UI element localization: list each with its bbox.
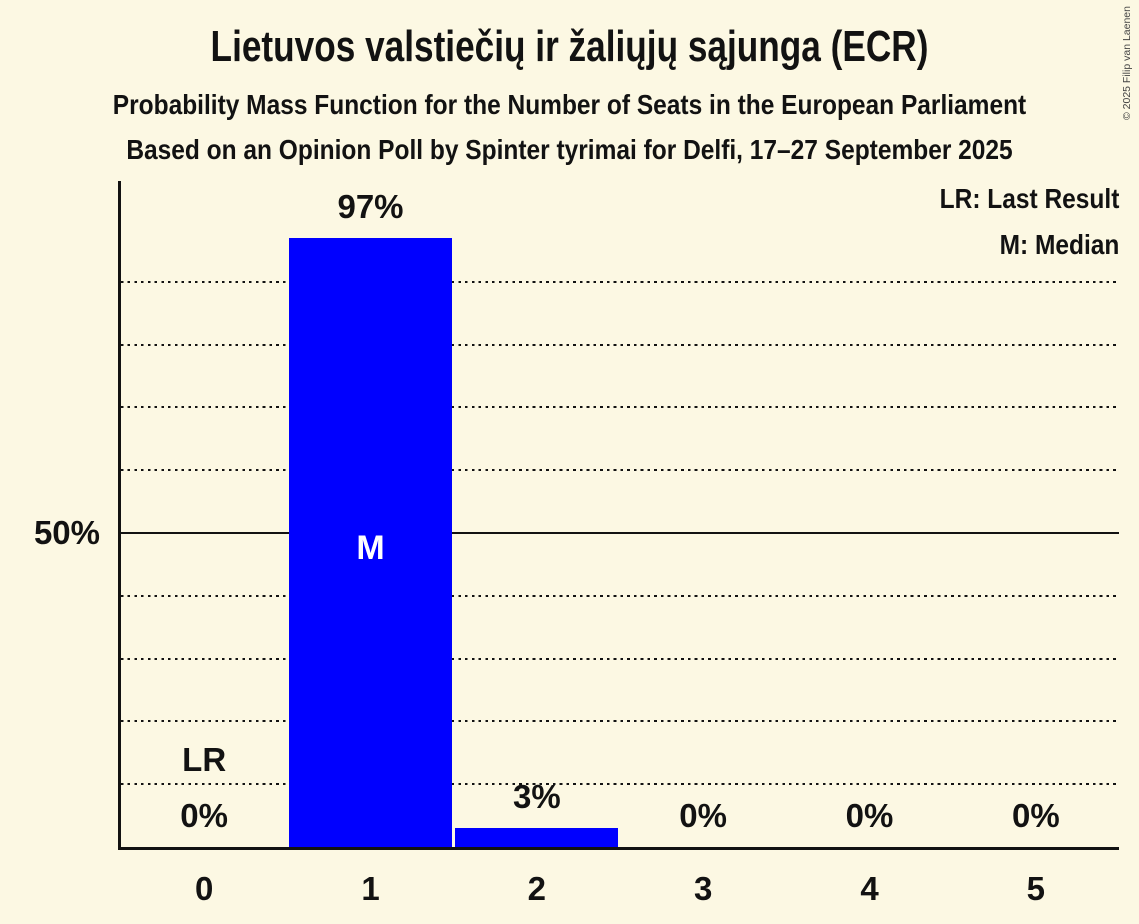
x-axis-label-5: 5 [1026,870,1045,907]
x-axis-label-1: 1 [361,870,380,907]
bar-seat-2 [455,828,619,847]
x-axis-label-3: 3 [693,870,713,907]
value-label-seat-3: 0% [679,797,727,834]
gridline-10pct [121,783,1119,786]
value-label-seat-2: 3% [512,778,561,816]
bar-seat-1 [289,237,452,847]
chart-subtitle: Probability Mass Function for the Number… [112,89,1027,120]
median-marker: M [356,529,385,567]
gridline-30pct [121,657,1119,660]
plot-area: 0% 0 97% 1 3% 2 0% 3 0% 4 0% 5 LR M [118,181,1119,907]
value-label-seat-1: 97% [337,187,404,225]
last-result-marker: LR [182,741,227,778]
chart-source-line: Based on an Opinion Poll by Spinter tyri… [126,134,1013,165]
gridline-70pct [121,406,1119,409]
gridline-60pct [121,469,1119,472]
y-axis-50pct-label: 50% [33,514,100,551]
value-label-seat-0: 0% [180,797,228,834]
value-label-seat-5: 0% [1011,797,1060,834]
gridline-80pct [121,343,1119,346]
chart-title: Lietuvos valstiečių ir žaliųjų sąjunga (… [210,22,929,71]
value-label-seat-4: 0% [845,797,894,834]
gridline-20pct [121,720,1119,723]
x-axis-label-4: 4 [860,870,879,907]
gridline-40pct [121,594,1119,597]
gridline-50pct [121,532,1119,534]
legend-last-result: LR: Last Result [939,183,1119,214]
x-axis-label-0: 0 [194,870,214,907]
legend-median: M: Median [999,229,1119,260]
x-axis-label-2: 2 [527,870,546,907]
copyright-notice: © 2025 Filip van Laenen [1121,6,1133,120]
legend: LR: Last Result M: Median [914,182,1119,262]
gridline-90pct [121,280,1119,283]
